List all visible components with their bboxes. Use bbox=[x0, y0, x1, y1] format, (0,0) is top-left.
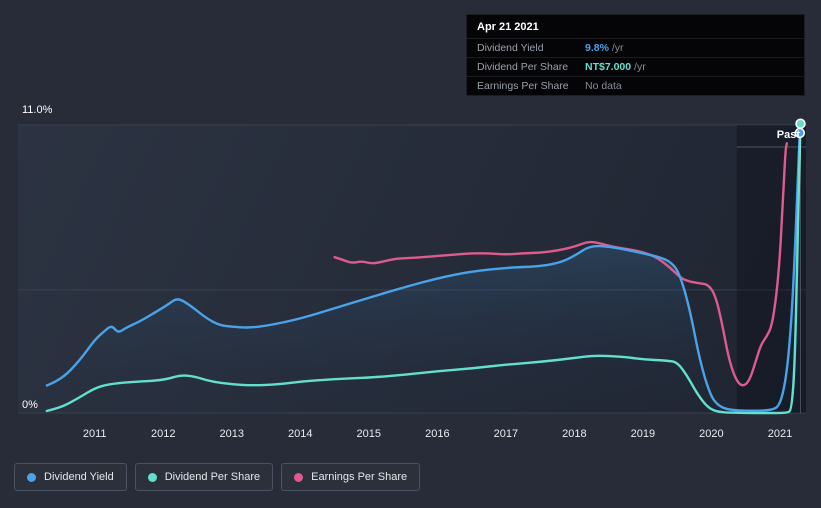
chart-tooltip: Apr 21 2021 Dividend Yield 9.8% /yr Divi… bbox=[466, 14, 805, 96]
x-axis-tick: 2017 bbox=[493, 428, 519, 440]
x-axis-tick: 2012 bbox=[151, 428, 176, 440]
legend-label: Earnings Per Share bbox=[311, 471, 408, 483]
tooltip-row-value-group: 9.8% /yr bbox=[585, 42, 624, 54]
tooltip-row-dividend-yield: Dividend Yield 9.8% /yr bbox=[467, 38, 804, 57]
tooltip-row-label: Dividend Yield bbox=[477, 42, 544, 54]
x-axis-tick: 2013 bbox=[219, 428, 245, 440]
y-axis-label-top: 11.0% bbox=[22, 104, 53, 116]
legend-item-earnings-per-share[interactable]: Earnings Per Share bbox=[281, 463, 421, 491]
y-axis-label-bottom: 0% bbox=[22, 399, 38, 411]
tooltip-row-value-group: No data bbox=[585, 80, 622, 92]
legend-label: Dividend Yield bbox=[44, 471, 114, 483]
legend-label: Dividend Per Share bbox=[164, 471, 261, 483]
x-axis: 2011 2012 2013 2014 2015 2016 2017 2018 2019 2020… bbox=[0, 428, 821, 442]
dividend-per-share-dot-icon bbox=[147, 472, 157, 482]
tooltip-row-unit: /yr bbox=[631, 61, 646, 73]
tooltip-row-dividend-per-share: Dividend Per Share NT$7.000 /yr bbox=[467, 57, 804, 76]
x-axis-tick: 2018 bbox=[562, 428, 587, 440]
x-axis-tick: 2016 bbox=[425, 428, 450, 440]
legend-item-dividend-per-share[interactable]: Dividend Per Share bbox=[134, 463, 274, 491]
x-axis-tick: 2021 bbox=[767, 428, 793, 440]
tooltip-row-value: 9.8% bbox=[585, 42, 609, 54]
tooltip-date: Apr 21 2021 bbox=[477, 21, 539, 33]
x-axis-tick: 2015 bbox=[356, 428, 382, 440]
tooltip-row-value: NT$7.000 bbox=[585, 61, 632, 73]
dividend-yield-dot-icon bbox=[27, 472, 36, 482]
x-axis-tick: 2019 bbox=[630, 428, 656, 440]
tooltip-row-label: Dividend Per Share bbox=[477, 61, 569, 73]
earnings-per-share-dot-icon bbox=[294, 472, 304, 482]
tooltip-row-earnings-per-share: Earnings Per Share No data bbox=[467, 76, 804, 95]
x-axis-tick: 2020 bbox=[699, 428, 724, 440]
x-axis-tick: 2014 bbox=[288, 428, 313, 440]
chart-legend: Dividend Yield Dividend Per Share Earnin… bbox=[14, 463, 421, 491]
x-axis-tick: 2011 bbox=[82, 428, 107, 440]
tooltip-row-label: Earnings Per Share bbox=[477, 80, 569, 92]
tooltip-row-unit: /yr bbox=[608, 42, 624, 54]
past-period-label: Past bbox=[776, 129, 800, 141]
tooltip-row-value: No data bbox=[585, 80, 622, 92]
tooltip-row-value-group: NT$7.000 /yr bbox=[585, 61, 646, 73]
legend-item-dividend-yield[interactable]: Dividend Yield bbox=[14, 463, 127, 491]
